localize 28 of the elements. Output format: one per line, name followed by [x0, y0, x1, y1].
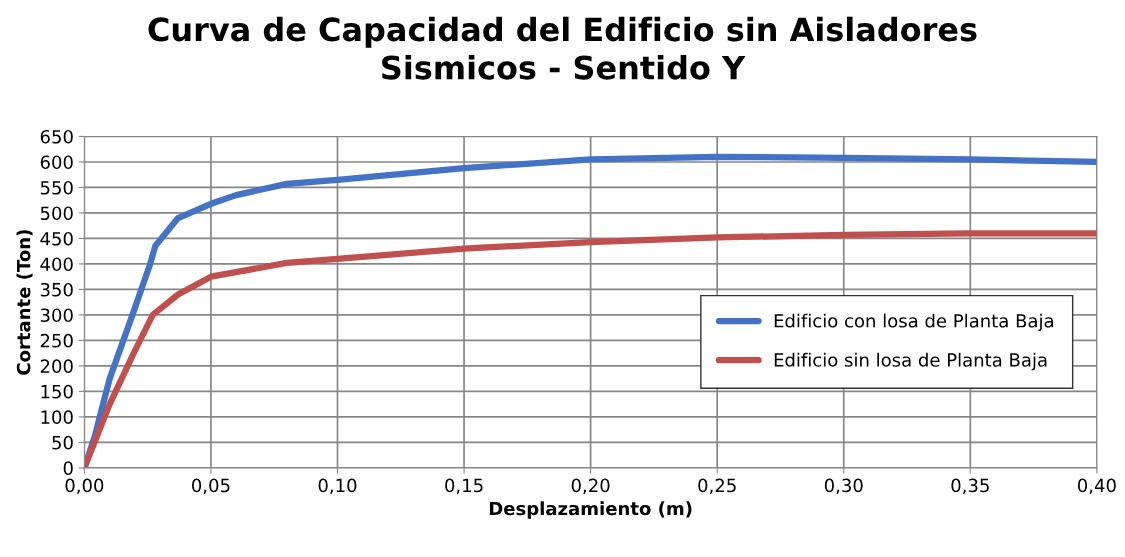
y-tick-label: 100: [41, 410, 73, 425]
legend-label: Edificio con losa de Planta Baja: [774, 313, 1053, 332]
y-tick-label: 300: [40, 308, 73, 323]
y-tick-label: 500: [40, 206, 73, 221]
y-tick-label: 150: [41, 384, 73, 399]
y-tick-label: 200: [40, 359, 73, 374]
y-tick-label: 600: [40, 155, 73, 170]
x-tick-label: 0,10: [318, 478, 357, 495]
x-axis-title: Desplazamiento (m): [489, 501, 692, 519]
chart-title: Curva de Capacidad del Edificio sin Aisladores Sismicos - Sentido Y: [148, 16, 977, 80]
y-tick-label: 550: [40, 180, 73, 195]
y-tick-label: 350: [40, 282, 73, 297]
y-axis-title: Cortante (Ton): [16, 230, 33, 375]
x-tick-label: 0,40: [1077, 478, 1116, 495]
x-tick-label: 0,05: [192, 478, 230, 495]
y-tick-label: 0: [63, 461, 73, 475]
y-tick-label: 250: [40, 333, 73, 348]
x-tick-label: 0,20: [571, 478, 610, 495]
legend-label: Edificio sin losa de Planta Baja: [774, 352, 1047, 371]
x-tick-label: 0,15: [445, 478, 483, 495]
y-tick-label: 50: [52, 435, 73, 450]
x-tick-label: 0,35: [951, 478, 989, 495]
y-tick-label: 650: [40, 129, 73, 144]
y-tick-label: 450: [40, 231, 73, 246]
x-tick-label: 0,00: [65, 478, 104, 495]
x-tick-label: 0,25: [698, 478, 736, 495]
y-tick-label: 400: [40, 257, 73, 272]
x-tick-label: 0,30: [824, 478, 863, 495]
